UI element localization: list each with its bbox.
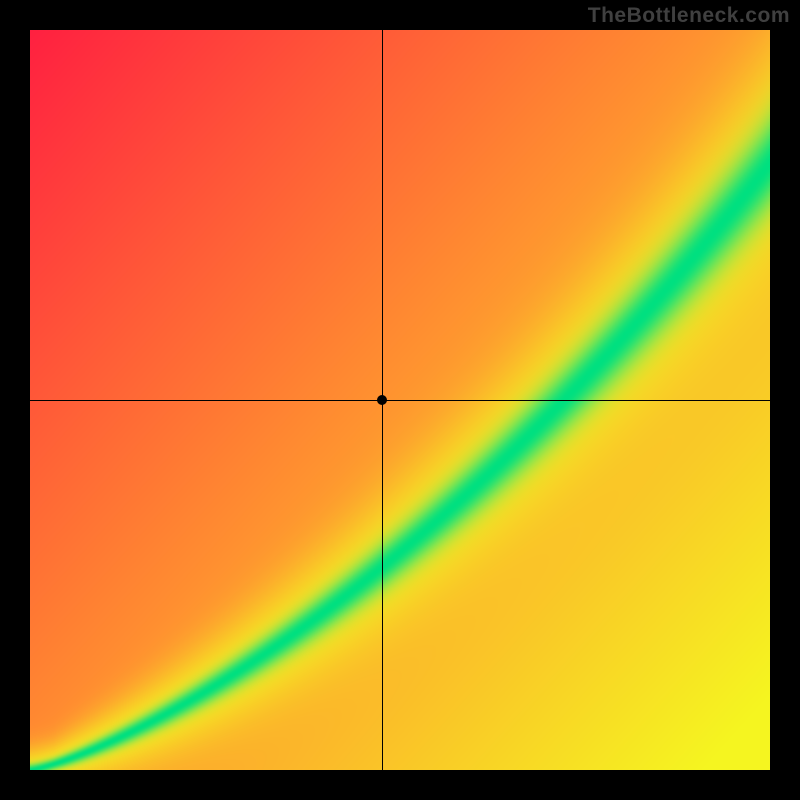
heatmap-plot bbox=[30, 30, 770, 770]
crosshair-marker bbox=[377, 395, 387, 405]
chart-container: TheBottleneck.com bbox=[0, 0, 800, 800]
watermark-text: TheBottleneck.com bbox=[588, 4, 790, 28]
crosshair-horizontal bbox=[30, 400, 770, 401]
